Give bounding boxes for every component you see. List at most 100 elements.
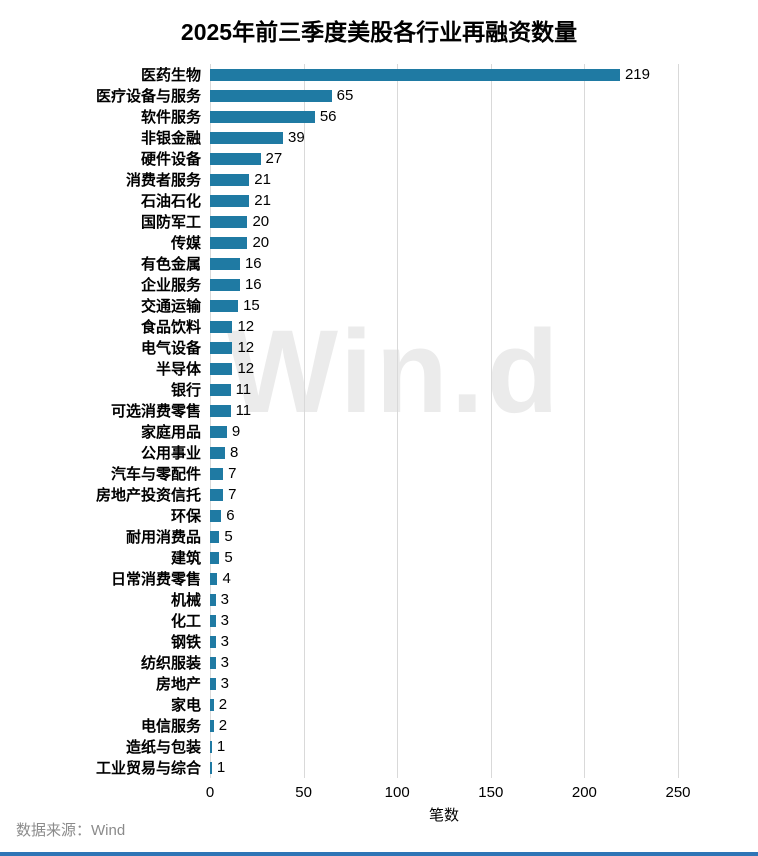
bar-row: 化工 3 [10, 610, 678, 631]
category-label: 建筑 [170, 550, 201, 567]
category-label: 医药生物 [140, 67, 201, 84]
bar [210, 110, 315, 123]
bar-track: 65 [210, 88, 678, 103]
value-label: 1 [216, 738, 226, 755]
category-label: 环保 [170, 508, 201, 525]
bar-row: 日常消费零售 4 [10, 568, 678, 589]
bar-row: 电信服务 2 [10, 715, 678, 736]
bar [210, 488, 224, 501]
bar [210, 551, 220, 564]
bar [210, 131, 283, 144]
bar [210, 299, 239, 312]
value-label: 6 [226, 507, 235, 524]
bar [210, 530, 220, 543]
x-tick-label: 0 [205, 784, 215, 801]
bar-row: 工业贸易与综合 1 [10, 757, 678, 778]
x-tick-label: 100 [384, 784, 410, 801]
bar [210, 68, 620, 81]
bar-track: 1 [210, 738, 678, 755]
category-label: 电信服务 [140, 718, 201, 735]
bar-track: 12 [210, 340, 678, 355]
bar-row: 软件服务 56 [10, 106, 678, 127]
value-label: 16 [244, 255, 262, 272]
bar [210, 257, 240, 270]
data-source: 数据来源：Wind [16, 822, 126, 839]
bar-track: 16 [210, 277, 678, 292]
bar-row: 石油石化 21 [10, 190, 678, 211]
bar-row: 消费者服务 21 [10, 169, 678, 190]
bar-track: 11 [210, 403, 678, 418]
category-label: 造纸与包装 [125, 739, 201, 756]
value-label: 8 [229, 444, 239, 461]
bar-row: 企业服务 16 [10, 274, 678, 295]
value-label: 39 [288, 129, 305, 146]
category-label: 硬件设备 [140, 151, 201, 168]
value-label: 3 [220, 675, 229, 692]
value-label: 20 [252, 213, 270, 230]
bar-track: 27 [210, 150, 678, 167]
category-label: 国防军工 [140, 214, 201, 231]
bar-row: 交通运输 15 [10, 295, 678, 316]
bar-track: 8 [210, 444, 678, 461]
category-label: 软件服务 [140, 109, 201, 126]
bar-track: 12 [210, 318, 678, 335]
bar [210, 509, 222, 522]
bar [210, 278, 240, 291]
value-label: 3 [220, 612, 229, 629]
bar [210, 740, 212, 753]
category-label: 企业服务 [140, 277, 201, 294]
gridline [584, 64, 586, 778]
bar-track: 20 [210, 213, 678, 230]
value-label: 3 [220, 591, 229, 608]
bar-track: 21 [210, 172, 678, 187]
bar-row: 医疗设备与服务 65 [10, 85, 678, 106]
x-tick-label: 250 [665, 784, 691, 801]
bar [210, 383, 231, 396]
bar-track: 4 [210, 571, 678, 586]
bar-track: 7 [210, 487, 678, 502]
category-label: 有色金属 [140, 256, 201, 273]
bar-track: 3 [210, 655, 678, 670]
bar [210, 215, 248, 228]
value-label: 1 [216, 759, 226, 776]
bar-row: 可选消费零售 11 [10, 400, 678, 421]
bar-track: 3 [210, 591, 678, 608]
bar-row: 医药生物 219 [10, 64, 678, 85]
bar-row: 汽车与零配件 7 [10, 463, 678, 484]
bar [210, 404, 231, 417]
value-label: 219 [624, 66, 650, 83]
bar [210, 761, 212, 774]
bar [210, 614, 216, 627]
bar [210, 572, 218, 585]
category-label: 传媒 [170, 235, 201, 252]
bar-rows: 医药生物 219 医疗设备与服务 65 软件服务 56 非银金融 39 硬件设备 27 消费者服务 2… [10, 64, 678, 778]
bar-track: 56 [210, 109, 678, 124]
bar-track: 39 [210, 129, 678, 146]
category-label: 可选消费零售 [110, 403, 201, 420]
bar-row: 非银金融 39 [10, 127, 678, 148]
value-label: 27 [265, 150, 283, 167]
x-axis-label: 笔数 [428, 807, 459, 824]
category-label: 消费者服务 [125, 172, 201, 189]
bar-row: 传媒 20 [10, 232, 678, 253]
category-label: 家电 [170, 697, 201, 714]
category-label: 钢铁 [170, 634, 201, 651]
value-label: 9 [231, 423, 241, 440]
value-label: 7 [228, 465, 237, 482]
bar-row: 耐用消费品 5 [10, 526, 678, 547]
bar-row: 硬件设备 27 [10, 148, 678, 169]
bar-track: 11 [210, 382, 678, 397]
bar-row: 房地产投资信托 7 [10, 484, 678, 505]
bar-chart: 医药生物 219 医疗设备与服务 65 软件服务 56 非银金融 39 硬件设备 27 消费者服务 2… [10, 64, 691, 825]
bar-track: 6 [210, 507, 678, 524]
category-label: 医疗设备与服务 [95, 88, 201, 105]
bar-row: 环保 6 [10, 505, 678, 526]
bar-track: 5 [210, 550, 678, 565]
value-label: 5 [224, 528, 233, 545]
value-label: 12 [237, 318, 255, 335]
gridline [678, 64, 679, 778]
bar-track: 12 [210, 361, 678, 376]
value-label: 15 [243, 297, 260, 314]
bar [210, 89, 332, 102]
bar-row: 家电 2 [10, 694, 678, 715]
